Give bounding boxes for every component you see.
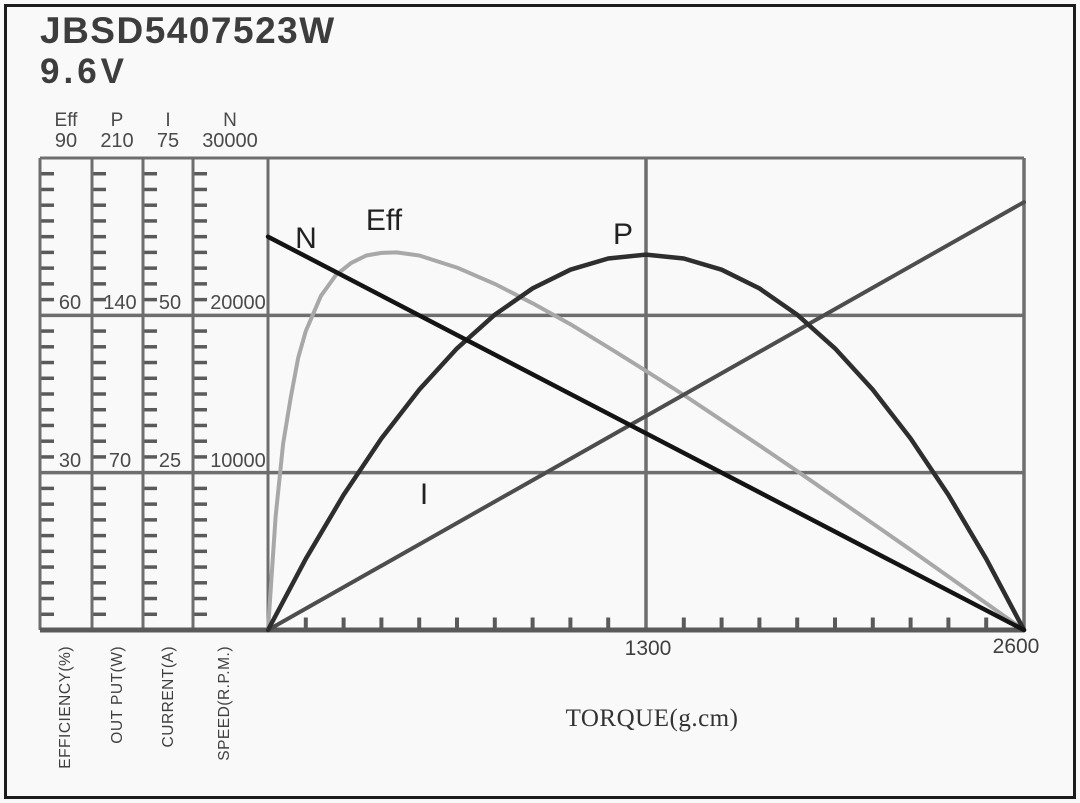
curve-label-eff: Eff xyxy=(366,204,403,237)
series-curve-i xyxy=(266,200,1026,632)
y-tick-n-mid: 20000 xyxy=(210,292,266,314)
labels-layer: JBSD5407523W 9.6V Eff P I N 90 210 75 30… xyxy=(40,10,1039,769)
series-curve-eff xyxy=(266,250,1026,632)
curve-label-i: I xyxy=(420,478,428,511)
y-tick-p-max: 210 xyxy=(100,130,133,152)
series-curve-n xyxy=(265,234,1027,633)
y-tick-n-low: 10000 xyxy=(210,450,266,472)
y-tick-n-max: 30000 xyxy=(202,130,258,152)
x-axis-title-torque: TORQUE(g.cm) xyxy=(566,705,739,732)
x-tick-2600: 2600 xyxy=(993,635,1040,658)
y-tick-i-low: 25 xyxy=(159,450,181,472)
y-tick-p-mid: 140 xyxy=(103,292,136,314)
y-axis-title-current: CURRENT(A) xyxy=(160,646,177,747)
series-layer xyxy=(265,200,1027,633)
y-axis-name-eff: Eff xyxy=(55,110,79,131)
y-axis-name-i: I xyxy=(165,110,170,131)
series-curve-p xyxy=(265,252,1027,633)
y-tick-i-max: 75 xyxy=(157,130,179,152)
y-axis-title-speed: SPEED(R.P.M.) xyxy=(216,646,233,761)
y-axis-name-n: N xyxy=(223,110,237,131)
y-axis-name-p: P xyxy=(111,110,124,131)
y-axis-title-output: OUT PUT(W) xyxy=(109,646,126,744)
grid-layer xyxy=(38,156,1026,633)
y-axis-title-efficiency: EFFICIENCY(%) xyxy=(57,646,74,769)
y-tick-eff-mid: 60 xyxy=(59,292,81,314)
curve-label-n: N xyxy=(295,222,317,255)
y-tick-p-low: 70 xyxy=(109,450,131,472)
curve-label-p: P xyxy=(613,218,633,251)
page-title: JBSD5407523W xyxy=(40,10,336,51)
x-tick-1300: 1300 xyxy=(625,637,672,660)
y-tick-i-mid: 50 xyxy=(159,292,181,314)
y-tick-eff-max: 90 xyxy=(55,130,77,152)
y-tick-eff-low: 30 xyxy=(59,450,81,472)
voltage-label: 9.6V xyxy=(40,52,128,91)
tick-layer xyxy=(41,171,989,629)
